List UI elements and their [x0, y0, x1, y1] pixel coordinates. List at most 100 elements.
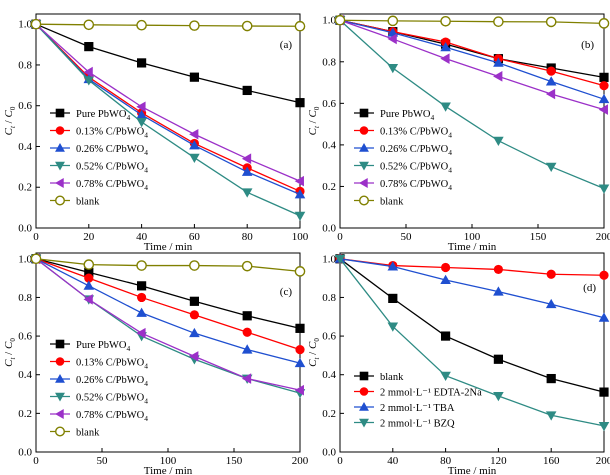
data-point — [545, 411, 557, 421]
panel-label: (b) — [581, 39, 594, 51]
data-point — [295, 323, 305, 333]
series-2 — [31, 254, 305, 355]
legend-entry: 0.26% C/PbWO4 — [50, 143, 148, 157]
series-3 — [334, 253, 610, 322]
y-tick-label: 0.6 — [18, 100, 32, 112]
y-tick-label: 0.0 — [322, 447, 336, 459]
x-tick-label: 60 — [189, 231, 201, 243]
x-tick-label: 120 — [490, 455, 507, 467]
legend-label: blank — [76, 427, 100, 438]
data-point — [493, 286, 504, 296]
data-point — [242, 311, 252, 321]
series-line — [339, 19, 605, 24]
legend-marker — [55, 195, 66, 206]
series-line — [35, 258, 301, 329]
series-line — [339, 258, 605, 427]
data-point — [388, 293, 398, 304]
legend-marker — [55, 161, 65, 171]
x-tick-label: 50 — [401, 231, 413, 243]
data-point — [546, 66, 556, 76]
legend-label: 0.13% C/PbWO4 — [380, 126, 452, 139]
x-tick-label: 0 — [33, 231, 39, 243]
legend-entry: blank — [50, 426, 100, 438]
data-point — [241, 188, 253, 198]
y-tick-label: 0.0 — [18, 223, 32, 235]
legend-label: blank — [380, 372, 404, 383]
y-tick-label: 0.4 — [322, 139, 336, 151]
legend-marker — [55, 392, 65, 402]
data-point — [294, 175, 304, 187]
legend-label: Pure PbWO4 — [76, 340, 130, 353]
data-point — [493, 57, 504, 67]
legend-marker — [55, 178, 64, 188]
x-tick-label: 100 — [160, 455, 177, 467]
y-axis-title: Ct / C0 — [3, 338, 17, 367]
panel-label: (a) — [280, 39, 293, 51]
x-tick-label: 20 — [83, 231, 95, 243]
legend: Pure PbWO4 0.13% C/PbWO4 0.26% C/PbWO4 0.52… — [50, 339, 148, 438]
data-point — [387, 261, 399, 271]
series-4 — [30, 254, 306, 399]
y-tick-label: 0.6 — [322, 331, 336, 343]
x-tick-label: 150 — [226, 455, 243, 467]
legend-marker — [359, 387, 369, 396]
data-point — [334, 14, 346, 26]
legend-label: 0.78% C/PbWO4 — [76, 179, 148, 192]
data-point — [189, 72, 199, 82]
legend-entry: 0.13% C/PbWO4 — [354, 126, 452, 139]
data-point — [189, 310, 199, 320]
series-4 — [334, 254, 610, 432]
x-axis-title: Time / min — [448, 241, 497, 253]
legend-label: 2 mmol·L⁻¹ BZQ — [380, 418, 455, 429]
data-point — [598, 184, 610, 194]
series-line — [35, 23, 301, 182]
legend-marker — [359, 402, 369, 411]
legend: blank 2 mmol·L⁻¹ EDTA-2Na 2 mmol·L⁻¹ TBA 2 … — [354, 371, 482, 429]
x-tick-label: 40 — [387, 455, 399, 467]
y-tick-label: 0.4 — [18, 141, 32, 153]
data-point — [241, 166, 253, 176]
data-point — [295, 345, 305, 355]
x-axis-title: Time / min — [448, 465, 497, 475]
x-tick-label: 160 — [543, 455, 560, 467]
x-tick-label: 200 — [292, 455, 309, 467]
legend-entry: 0.13% C/PbWO4 — [50, 357, 148, 370]
x-tick-label: 0 — [337, 455, 343, 467]
data-point — [189, 296, 199, 306]
series-line — [35, 258, 301, 273]
series-6 — [30, 18, 306, 32]
data-point — [493, 16, 504, 27]
x-tick-label: 40 — [136, 231, 148, 243]
data-point — [294, 189, 306, 199]
y-tick-label: 0.2 — [18, 408, 32, 420]
y-tick-label: 0.2 — [322, 181, 336, 193]
series-4 — [334, 16, 610, 194]
data-point — [440, 102, 451, 112]
data-point — [598, 104, 608, 115]
y-axis-title: Ct / C0 — [307, 106, 321, 135]
data-point — [387, 27, 399, 37]
series-line — [35, 23, 301, 192]
series-line — [35, 23, 301, 217]
legend-label: 0.52% C/PbWO4 — [380, 161, 452, 174]
legend-marker — [359, 418, 369, 428]
legend-marker — [359, 371, 369, 381]
data-point — [189, 140, 200, 150]
legend-label: 0.13% C/PbWO4 — [76, 357, 148, 370]
data-point — [598, 93, 610, 104]
series-line — [339, 19, 605, 100]
data-point — [241, 260, 253, 272]
legend-marker — [55, 409, 64, 419]
data-point — [545, 88, 556, 100]
x-tick-label: 150 — [530, 231, 547, 243]
series-line — [35, 23, 301, 27]
data-point — [241, 153, 252, 164]
data-point — [84, 267, 94, 277]
data-point — [189, 260, 200, 271]
data-point — [137, 281, 147, 291]
y-axis: 0.0 0.2 0.4 0.6 0.8 1.0 — [18, 19, 40, 235]
legend-label: blank — [76, 196, 100, 207]
legend-marker — [55, 126, 65, 135]
data-point — [387, 15, 399, 27]
chart-panel-1: 0 20 40 60 80 100 0.0 0.2 0.4 0.6 0.8 1.0 Time / min… — [3, 13, 309, 253]
